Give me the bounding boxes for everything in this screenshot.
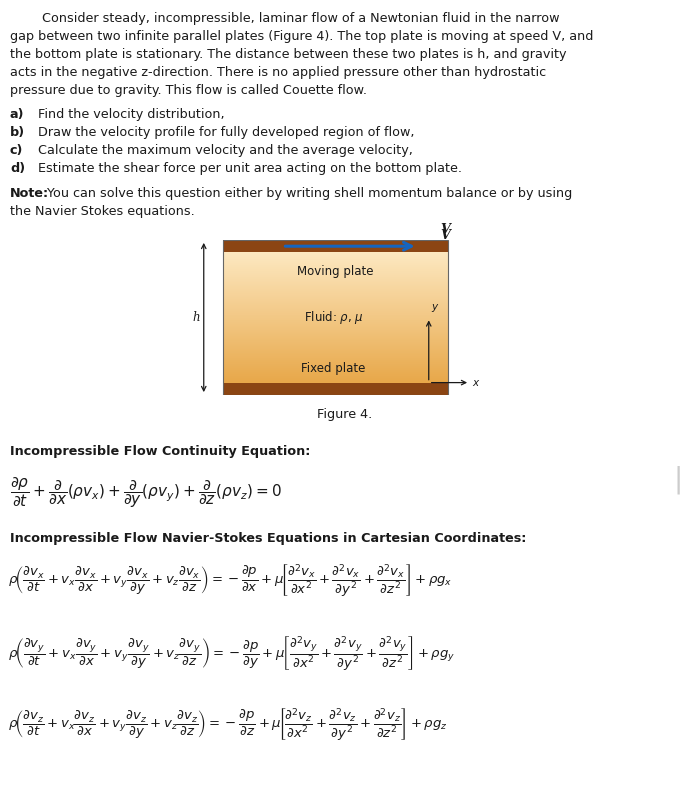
Text: $\dfrac{\partial \rho}{\partial t} + \dfrac{\partial}{\partial x}(\rho v_x) + \d: $\dfrac{\partial \rho}{\partial t} + \df… <box>10 475 282 510</box>
Text: b): b) <box>10 126 25 139</box>
Bar <box>222 382 448 395</box>
Text: $x$: $x$ <box>472 378 481 388</box>
Text: Fixed plate: Fixed plate <box>302 362 366 374</box>
Text: Find the velocity distribution,: Find the velocity distribution, <box>38 108 225 121</box>
Text: V: V <box>440 229 450 242</box>
Text: d): d) <box>10 162 25 175</box>
Text: a): a) <box>10 108 25 121</box>
Text: $y$: $y$ <box>431 303 440 314</box>
Text: You can solve this question either by writing shell momentum balance or by using: You can solve this question either by wr… <box>43 187 572 200</box>
Text: the bottom plate is stationary. The distance between these two plates is h, and : the bottom plate is stationary. The dist… <box>10 48 566 61</box>
Text: Consider steady, incompressible, laminar flow of a Newtonian fluid in the narrow: Consider steady, incompressible, laminar… <box>10 12 560 25</box>
Text: Moving plate: Moving plate <box>297 265 373 278</box>
Text: pressure due to gravity. This flow is called Couette flow.: pressure due to gravity. This flow is ca… <box>10 84 367 97</box>
Text: $\rho\!\left(\dfrac{\partial v_y}{\partial t} + v_x\dfrac{\partial v_y}{\partial: $\rho\!\left(\dfrac{\partial v_y}{\parti… <box>8 634 455 673</box>
Text: Incompressible Flow Continuity Equation:: Incompressible Flow Continuity Equation: <box>10 445 310 458</box>
Text: Fluid: $\rho$, $\mu$: Fluid: $\rho$, $\mu$ <box>304 309 364 326</box>
Bar <box>222 240 448 395</box>
Text: V: V <box>440 223 450 236</box>
Text: h: h <box>193 311 200 324</box>
Text: Estimate the shear force per unit area acting on the bottom plate.: Estimate the shear force per unit area a… <box>38 162 462 175</box>
Text: acts in the negative z-direction. There is no applied pressure other than hydros: acts in the negative z-direction. There … <box>10 66 546 79</box>
Text: Incompressible Flow Navier-Stokes Equations in Cartesian Coordinates:: Incompressible Flow Navier-Stokes Equati… <box>10 532 526 545</box>
Text: Note:: Note: <box>10 187 49 200</box>
Text: Calculate the maximum velocity and the average velocity,: Calculate the maximum velocity and the a… <box>38 144 413 157</box>
Text: gap between two infinite parallel plates (Figure 4). The top plate is moving at : gap between two infinite parallel plates… <box>10 30 593 43</box>
Text: $\rho\!\left(\dfrac{\partial v_x}{\partial t} + v_x\dfrac{\partial v_x}{\partial: $\rho\!\left(\dfrac{\partial v_x}{\parti… <box>8 562 453 599</box>
Bar <box>222 240 448 252</box>
Text: c): c) <box>10 144 23 157</box>
Text: $\rho\!\left(\dfrac{\partial v_z}{\partial t} + v_x\dfrac{\partial v_z}{\partial: $\rho\!\left(\dfrac{\partial v_z}{\parti… <box>8 706 448 743</box>
Text: Figure 4.: Figure 4. <box>317 408 373 421</box>
Text: the Navier Stokes equations.: the Navier Stokes equations. <box>10 205 195 218</box>
Text: Draw the velocity profile for fully developed region of flow,: Draw the velocity profile for fully deve… <box>38 126 415 139</box>
Text: |: | <box>673 466 682 495</box>
